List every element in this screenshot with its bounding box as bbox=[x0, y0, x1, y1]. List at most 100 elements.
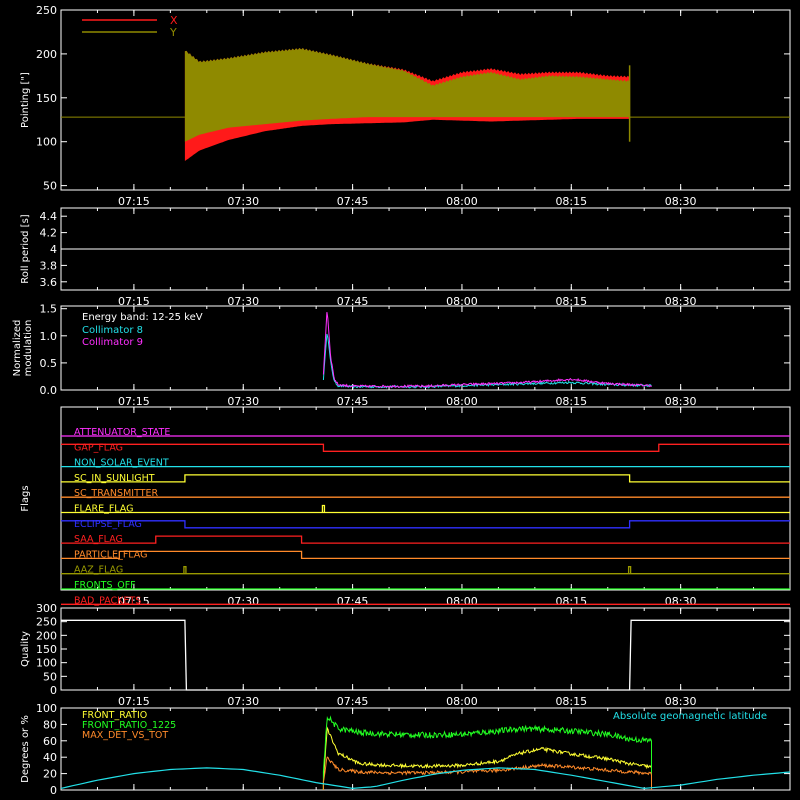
x-tick-label: 07:30 bbox=[227, 595, 259, 608]
flag-label-particle-flag: PARTICLE_FLAG bbox=[74, 549, 147, 560]
y-tick-label: 0.5 bbox=[40, 357, 58, 370]
y-tick-label: 50 bbox=[43, 180, 57, 193]
energy-band-annotation: Energy band: 12-25 keV bbox=[82, 312, 203, 323]
y-tick-label: 200 bbox=[36, 629, 57, 642]
flag-spike bbox=[627, 566, 632, 574]
x-tick-label: 07:45 bbox=[337, 395, 369, 408]
panel-flags: 07:15 07:30 07:45 08:00 08:15 08:30FlagsATTEN… bbox=[20, 406, 791, 608]
x-tick-label: 07:45 bbox=[337, 695, 369, 708]
flag-label-aaz-flag: AAZ_FLAG bbox=[74, 565, 123, 576]
series-absolute-geomagnetic-latitude bbox=[60, 767, 791, 790]
x-tick-label: 08:00 bbox=[446, 295, 478, 308]
panel-modulation: 07:15 07:30 07:45 08:00 08:15 08:30 Normalized… bbox=[12, 303, 791, 408]
x-tick-label: 07:30 bbox=[227, 195, 259, 208]
y-axis-label: Degrees or % bbox=[20, 715, 31, 783]
y-tick-label: 80 bbox=[43, 718, 57, 731]
y-tick-label: 200 bbox=[36, 48, 57, 61]
flag-trace-sc-in-sunlight bbox=[61, 474, 790, 483]
y-axis-label: Roll period [s] bbox=[20, 214, 31, 283]
x-tick-label: 07:15 bbox=[118, 695, 150, 708]
series-max-det-vs-tot bbox=[322, 756, 652, 790]
x-tick-label: 08:15 bbox=[555, 295, 587, 308]
flag-label-fronts-off: FRONTS_OFF bbox=[74, 580, 136, 591]
y-tick-label: 4.4 bbox=[40, 210, 58, 223]
y-tick-label: 50 bbox=[43, 670, 57, 683]
x-tick-label: 08:00 bbox=[446, 195, 478, 208]
y-tick-label: 300 bbox=[36, 602, 57, 615]
y-axis-label: Normalized bbox=[12, 320, 23, 377]
x-tick-label: 07:45 bbox=[337, 195, 369, 208]
x-tick-label: 07:45 bbox=[337, 595, 369, 608]
y-tick-label: 250 bbox=[36, 616, 57, 629]
flag-trace-saa-flag bbox=[61, 535, 790, 544]
flag-label-eclipse-flag: ECLIPSE_FLAG bbox=[74, 519, 142, 530]
x-tick-label: 08:15 bbox=[555, 395, 587, 408]
flag-label-saa-flag: SAA_FLAG bbox=[74, 534, 123, 545]
legend-label-x: X bbox=[170, 14, 178, 27]
x-tick-label: 08:30 bbox=[665, 195, 697, 208]
y-tick-label: 3.6 bbox=[40, 276, 58, 289]
flag-spike bbox=[321, 504, 326, 513]
flag-label-attenuator-state: ATTENUATOR_STATE bbox=[74, 427, 170, 438]
y-tick-label: 4.2 bbox=[40, 227, 58, 240]
panel-quality: 07:15 07:30 07:45 08:00 08:15 08:30 Quality 050… bbox=[20, 602, 791, 708]
x-tick-label: 07:15 bbox=[118, 195, 150, 208]
y-tick-label: 150 bbox=[36, 92, 57, 105]
series-front-ratio bbox=[322, 726, 652, 790]
y-tick-label: 40 bbox=[43, 751, 57, 764]
x-tick-label: 08:00 bbox=[446, 595, 478, 608]
panel-pointing: 07:15 07:30 07:45 08:00 08:15 08:30 Pointing [… bbox=[20, 4, 791, 208]
legend-label-collimator-9: Collimator 9 bbox=[82, 337, 143, 348]
x-tick-label: 08:30 bbox=[665, 395, 697, 408]
y-tick-label: 100 bbox=[36, 136, 57, 149]
x-tick-label: 07:30 bbox=[227, 395, 259, 408]
flag-trace-gap-flag bbox=[61, 443, 790, 452]
flag-label-bad-packets: BAD_PACKETS bbox=[74, 595, 141, 606]
x-tick-label: 07:30 bbox=[227, 295, 259, 308]
flag-trace-particle-flag bbox=[61, 550, 790, 560]
y-axis-label: Pointing ["] bbox=[20, 72, 31, 128]
panel-roll-period: 07:15 07:30 07:45 08:00 08:15 08:30 Roll perio… bbox=[20, 207, 791, 308]
y-tick-label: 1.0 bbox=[40, 330, 58, 343]
x-tick-label: 07:45 bbox=[337, 295, 369, 308]
y-tick-label: 4 bbox=[50, 243, 57, 256]
legend-label-front-ratio: FRONT_RATIO bbox=[82, 710, 147, 721]
flag-label-non-solar-event: NON_SOLAR_EVENT bbox=[74, 458, 169, 469]
x-tick-label: 08:15 bbox=[555, 195, 587, 208]
pointing-envelope-y bbox=[184, 48, 630, 142]
flag-label-flare-flag: FLARE_FLAG bbox=[74, 504, 134, 515]
legend-label-front-ratio-1225: FRONT_RATIO_1225 bbox=[82, 720, 176, 731]
x-tick-label: 07:30 bbox=[227, 695, 259, 708]
y-axis-label: modulation bbox=[23, 320, 34, 377]
y-tick-label: 60 bbox=[43, 735, 57, 748]
x-tick-label: 08:15 bbox=[555, 695, 587, 708]
y-tick-label: 3.8 bbox=[40, 259, 58, 272]
x-tick-label: 08:30 bbox=[665, 595, 697, 608]
y-tick-label: 250 bbox=[36, 4, 57, 17]
series-collimator-9 bbox=[322, 312, 652, 388]
legend-label-max-det-vs-tot: MAX_DET_VS_TOT bbox=[82, 730, 168, 741]
legend-label-y: Y bbox=[169, 26, 177, 39]
x-tick-label: 08:00 bbox=[446, 395, 478, 408]
y-axis-label: Quality bbox=[20, 631, 31, 667]
y-tick-label: 20 bbox=[43, 768, 57, 781]
x-tick-label: 07:15 bbox=[118, 295, 150, 308]
y-tick-label: 0.0 bbox=[40, 384, 58, 397]
legend-label-geomagnetic-latitude: Absolute geomagnetic latitude bbox=[613, 711, 767, 722]
flag-trace-eclipse-flag bbox=[61, 520, 790, 529]
quality-line bbox=[61, 619, 790, 691]
flag-label-sc-transmitter: SC_TRANSMITTER bbox=[74, 488, 159, 499]
flag-spike bbox=[183, 566, 187, 574]
y-tick-label: 0 bbox=[50, 684, 57, 697]
y-axis-label: Flags bbox=[20, 485, 31, 511]
x-tick-label: 08:00 bbox=[446, 695, 478, 708]
flag-label-sc-in-sunlight: SC_IN_SUNLIGHT bbox=[74, 473, 155, 484]
x-tick-label: 08:15 bbox=[555, 595, 587, 608]
y-tick-label: 100 bbox=[36, 702, 57, 715]
y-tick-label: 1.5 bbox=[40, 303, 58, 316]
x-tick-label: 07:15 bbox=[118, 395, 150, 408]
x-tick-label: 08:30 bbox=[665, 695, 697, 708]
y-tick-label: 0 bbox=[50, 784, 57, 797]
legend-label-collimator-8: Collimator 8 bbox=[82, 325, 143, 336]
